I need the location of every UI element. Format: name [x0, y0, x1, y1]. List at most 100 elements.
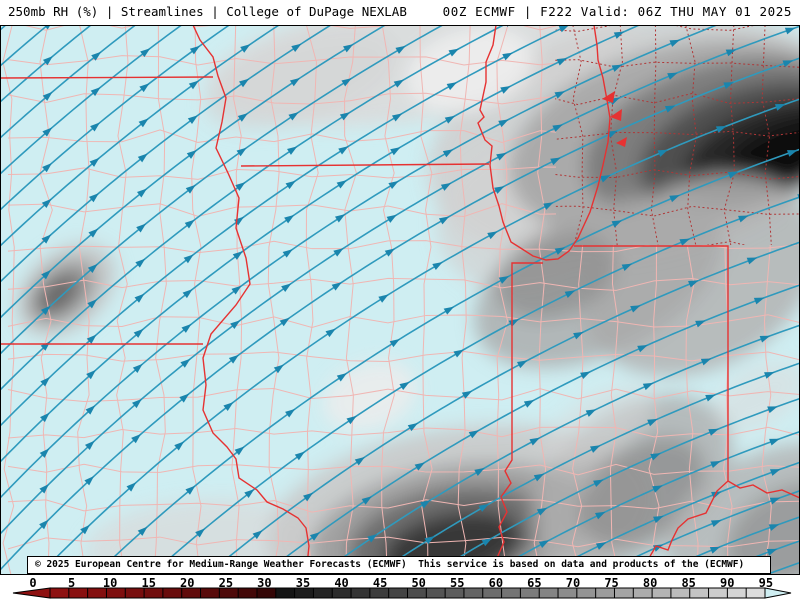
colorbar-legend: 0 5 10 15 20 25 30 35 40 45 50 55 60 65 70 75 80 85 90 95	[0, 575, 800, 600]
streamline-arrow-icon	[474, 467, 485, 476]
streamline-arrow-icon	[236, 147, 247, 157]
streamline-arrow-icon	[478, 503, 489, 512]
streamline-arrow-icon	[90, 122, 101, 132]
streamline-arrow-icon	[538, 540, 550, 548]
colorbar-segment	[275, 588, 296, 598]
streamline-arrow-icon	[550, 157, 561, 166]
header-bar: 250mb RH (%) | Streamlines | College of …	[0, 0, 800, 25]
streamline-arrow-icon	[361, 496, 372, 505]
colorbar-tick-label: 55	[450, 576, 465, 590]
colorbar-segment	[68, 588, 89, 598]
colorbar-segment	[369, 588, 390, 598]
colorbar-segment	[144, 588, 164, 598]
streamline-arrow-icon	[595, 542, 607, 550]
streamline-arrow-icon	[774, 104, 786, 111]
mi-in-oh	[574, 245, 729, 481]
colorbar-segment	[595, 588, 615, 598]
streamline-arrow-icon	[89, 157, 100, 167]
colorbar-segment	[482, 588, 503, 598]
colorbar-bar	[12, 587, 792, 599]
il-in-wabash	[496, 262, 543, 575]
river-mouth-arrow	[610, 109, 622, 121]
streamline-arrow-icon	[705, 394, 716, 402]
streamline-arrow-icon	[80, 524, 90, 535]
streamline-arrow-icon	[232, 251, 243, 260]
colorbar-tick-label: 0	[29, 576, 37, 590]
product-title: 250mb RH (%) | Streamlines | College of …	[8, 4, 407, 19]
colorbar-segment	[520, 588, 540, 598]
streamline-arrow-icon	[607, 130, 618, 138]
streamline-arrow-icon	[43, 25, 51, 30]
streamline-arrow-icon	[611, 64, 623, 72]
streamline-arrow-icon	[723, 82, 734, 89]
streamline-arrow-icon	[399, 381, 410, 390]
streamline-arrow-icon	[231, 285, 242, 295]
streamline-arrow-icon	[481, 538, 493, 547]
colorbar-segment	[332, 588, 352, 598]
streamline-arrow-icon	[140, 48, 151, 58]
streamline-arrow-icon	[132, 363, 143, 373]
streamline-arrow-icon	[138, 118, 149, 128]
streamline-arrow-icon	[239, 78, 250, 88]
colorbar-segment	[200, 588, 220, 598]
colorbar-segment	[463, 588, 484, 598]
streamline-arrow-icon	[339, 112, 351, 121]
streamline-arrow-icon	[39, 484, 49, 494]
streamline-arrow-icon	[420, 500, 431, 509]
streamline-arrow-icon	[642, 382, 654, 391]
streamline-arrow-icon	[593, 479, 604, 488]
streamline-arrow-icon	[786, 150, 798, 157]
streamline-arrow-icon	[136, 188, 147, 198]
streamline-arrow-icon	[40, 412, 50, 423]
streamline-arrow-icon	[338, 146, 349, 155]
streamline-arrow-icon	[288, 112, 299, 121]
streamline-arrow-icon	[709, 546, 721, 554]
colorbar-segment	[445, 588, 465, 598]
streamline-arrow-icon	[181, 323, 192, 333]
streamline-arrow-icon	[289, 77, 301, 87]
colorbar-segment	[633, 588, 653, 598]
streamline-arrow-icon	[657, 149, 669, 157]
map-canvas	[0, 25, 800, 575]
streamline-arrow-icon	[669, 195, 680, 203]
streamline-arrow-icon	[84, 440, 95, 451]
streamline-arrow-icon	[764, 372, 775, 379]
streamline-arrow-icon	[133, 328, 144, 338]
streamline-arrow-icon	[139, 83, 150, 93]
streamline-arrow-icon	[395, 45, 406, 54]
streamline-arrow-icon	[613, 31, 625, 39]
colorbar-segment	[727, 588, 747, 598]
streamline-arrow-icon	[234, 216, 245, 226]
streamline-arrow-icon	[432, 261, 443, 271]
streamline-arrow-icon	[468, 430, 480, 439]
streamline-arrow-icon	[325, 328, 336, 338]
streamline-arrow-icon	[284, 214, 295, 224]
streamline-arrow-icon	[494, 186, 505, 194]
streamline-arrow-icon	[131, 433, 141, 444]
streamline-arrow-icon	[708, 428, 719, 436]
streamline-arrow-icon	[42, 127, 53, 137]
streamline-arrow-icon	[273, 364, 284, 374]
streamline-arrow-icon	[86, 369, 96, 380]
colorbar-tick-label: 30	[257, 576, 272, 590]
streamline-arrow-icon	[769, 438, 780, 446]
colorbar-tick-label: 60	[488, 576, 504, 590]
streamline-arrow-icon	[653, 515, 664, 524]
colorbar-segment	[539, 588, 559, 598]
streamline-arrow-icon	[281, 283, 292, 292]
streamline-arrow-icon	[388, 180, 399, 190]
colorbar-segment	[219, 588, 239, 598]
colorbar-tick-label: 40	[334, 576, 349, 590]
streamline-arrow-icon	[621, 263, 633, 271]
state-borders-layer	[0, 25, 800, 575]
streamline-arrow-icon	[782, 60, 794, 68]
colorbar-segment	[558, 588, 578, 598]
streamline-arrow-icon	[487, 231, 498, 240]
streamline-arrow-icon	[585, 409, 597, 417]
streamline-arrow-icon	[461, 390, 473, 399]
streamline-arrow-icon	[89, 193, 99, 203]
colorbar-segment	[670, 588, 691, 598]
colorbar-underflow-arrow-icon	[12, 587, 51, 599]
streamline-arrow-icon	[700, 358, 712, 366]
streamline-arrow-icon	[444, 115, 456, 124]
